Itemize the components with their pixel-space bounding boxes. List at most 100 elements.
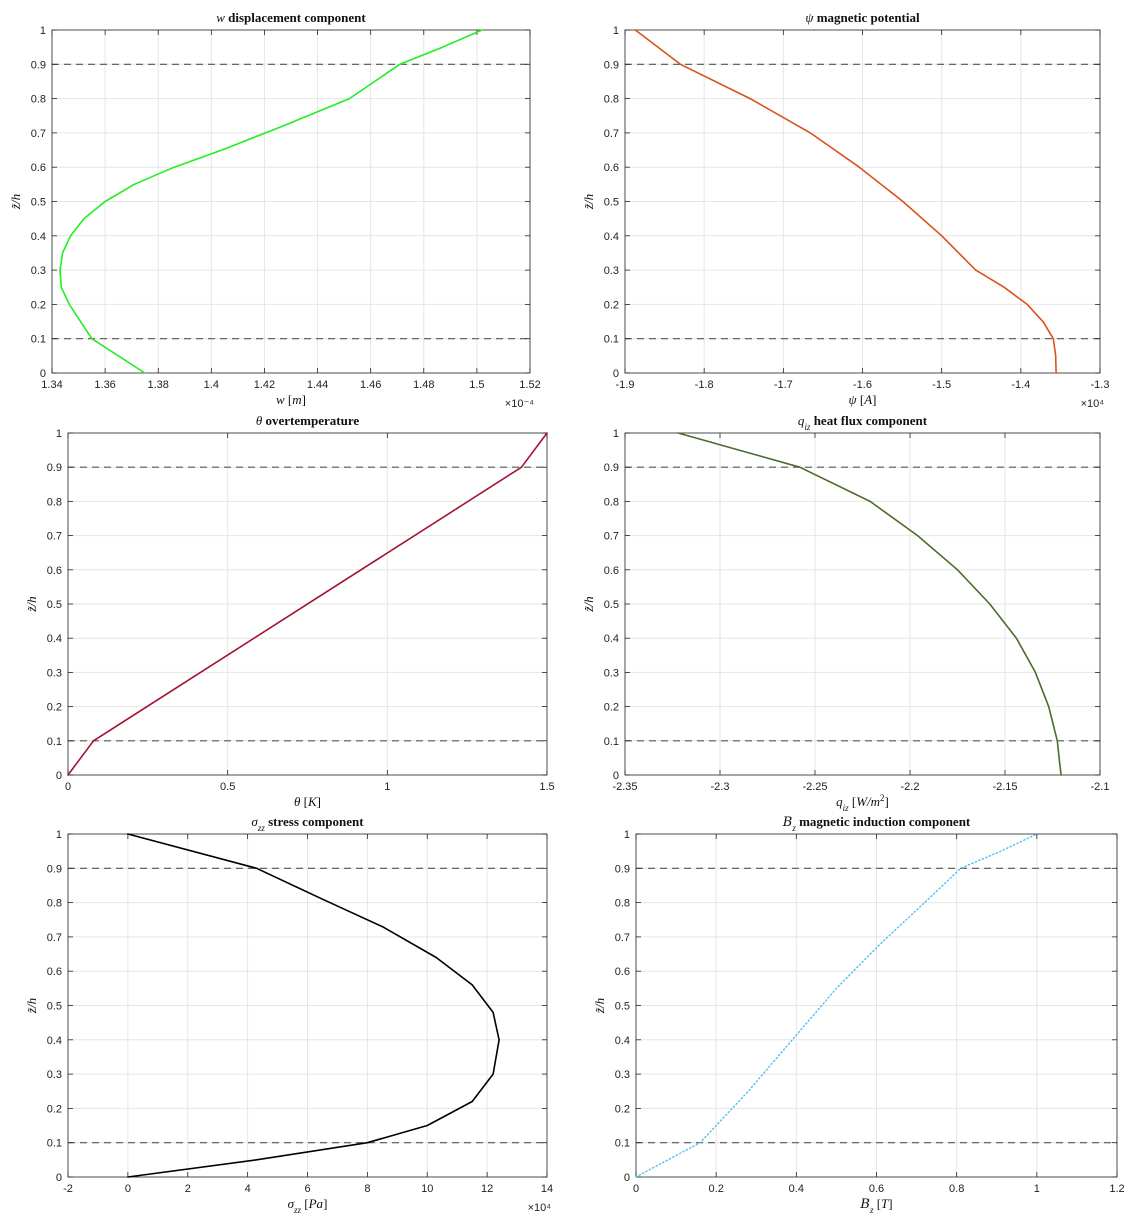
x-tick-label: 0.4 [789,1183,804,1195]
y-tick-label: 0 [613,770,619,782]
chart-title: Bz magnetic induction component [782,814,971,833]
series-line [634,29,1057,374]
x-tick-label: -1.7 [774,379,793,391]
y-tick-label: 0.2 [47,1103,62,1115]
x-tick-label: -2.35 [612,781,637,793]
series-line [59,29,484,374]
y-tick-label: 0.6 [604,565,619,577]
y-tick-label: 0.3 [604,667,619,679]
y-tick-label: 0.9 [47,863,62,875]
x-axis-label: θ [K] [294,794,321,809]
y-tick-label: 0 [40,368,46,380]
x-tick-label: 0 [633,1183,639,1195]
x-tick-label: 0 [65,781,71,793]
y-tick-label: 0.4 [604,633,619,645]
y-tick-label: 0.3 [47,667,62,679]
x-tick-label: 0.5 [220,781,235,793]
y-tick-label: 0.8 [47,496,62,508]
x-tick-label: 1 [1034,1183,1040,1195]
y-axis-label: z̃/h [8,194,23,210]
x-tick-label: 6 [304,1183,310,1195]
y-tick-label: 0.5 [604,197,619,209]
x-tick-label: -1.6 [853,379,872,391]
x-tick-label: -2.2 [901,781,920,793]
chart-title: ψ magnetic potential [805,10,920,25]
y-tick-label: 1 [56,428,62,440]
y-tick-label: 0 [56,1172,62,1184]
y-tick-label: 0.4 [47,1035,62,1047]
y-tick-label: 0.6 [47,565,62,577]
y-axis-label: z̃/h [581,194,596,210]
y-tick-label: 0.5 [31,197,46,209]
x-tick-label: 14 [541,1183,553,1195]
x-tick-label: 0.8 [949,1183,964,1195]
y-tick-label: 0.2 [604,299,619,311]
x-tick-label: 1.5 [539,781,554,793]
x-tick-label: -2.25 [802,781,827,793]
y-tick-label: 0.7 [604,128,619,140]
y-tick-label: 0.9 [604,59,619,71]
x-axis-label: qiz [W/m2] [836,793,889,813]
y-tick-label: 0.9 [615,863,630,875]
y-tick-label: 0.5 [47,599,62,611]
y-axis-label: z̃/h [24,596,39,612]
y-tick-label: 0 [624,1172,630,1184]
y-tick-label: 0.9 [47,462,62,474]
y-tick-label: 0.3 [604,265,619,277]
x-tick-label: 1.36 [94,379,115,391]
x-tick-label: 0 [125,1183,131,1195]
x-tick-label: 12 [481,1183,493,1195]
x-tick-label: -1.3 [1091,379,1110,391]
y-tick-label: 0.1 [47,736,62,748]
chart-title: w displacement component [216,10,366,25]
chart-panel-5: -2 0 2 4 6 8 10 12 1400.10.20.30.40.50.60.70.80.… [24,814,553,1215]
x-tick-label: 1.52 [519,379,540,391]
x-axis-multiplier: ×10⁴ [1081,398,1105,410]
y-axis-label: z̃/h [581,596,596,612]
x-tick-label: 1.2 [1109,1183,1124,1195]
y-tick-label: 0.1 [31,334,46,346]
chart-panel-3: 0 0.5 1 1.5 0 0.1 0.2 0.3 0.4 0.5 0.6 0.7 0.8 0.9 1 θ o… [24,413,555,809]
y-tick-label: 0.6 [31,162,46,174]
y-tick-label: 0.8 [615,898,630,910]
x-tick-label: 1 [384,781,390,793]
chart-panel-2: -1.9 -1.8 -1.7 -1.6 -1.5 -1.4 -1.3 0 0.1 0.2 0.3 0.… [581,10,1109,410]
y-tick-label: 0.7 [615,932,630,944]
y-tick-label: 0.3 [31,265,46,277]
y-tick-label: 0.2 [604,702,619,714]
y-tick-label: 0.7 [31,128,46,140]
y-tick-label: 1 [613,25,619,37]
x-axis-multiplier: ×10⁴ [528,1202,552,1214]
chart-panel-6: 0 0.2 0.4 0.6 0.8 1 1.2 0 0.1 0.2 0.3 0.4 0.5 0.6 0.7 0… [592,814,1125,1215]
x-tick-label: -2.15 [992,781,1017,793]
chart-title: σzz stress component [251,814,364,833]
y-tick-label: 0.6 [47,966,62,978]
y-axis-label: z̃/h [592,998,607,1014]
chart-panel-1: 1.34 1.36 1.38 1.4 1.42 1.44 1.46 1.48 1.5 1.52 0 0… [8,10,541,410]
y-tick-label: 0.1 [47,1138,62,1150]
x-tick-label: 1.34 [41,379,62,391]
x-tick-label: -2 [63,1183,73,1195]
y-tick-label: 0.1 [615,1138,630,1150]
series-line [677,432,1062,776]
y-tick-label: 1 [624,829,630,841]
x-tick-label: -2.3 [711,781,730,793]
x-axis-label: w [m] [276,392,306,407]
x-tick-label: -1.8 [695,379,714,391]
x-axis-multiplier: ×10⁻⁴ [505,398,534,410]
x-tick-label: 0.6 [869,1183,884,1195]
y-tick-label: 0.5 [604,599,619,611]
x-axis-label: σzz [Pa] [288,1196,328,1215]
y-tick-label: 1 [40,25,46,37]
y-tick-label: 0.2 [47,702,62,714]
x-tick-label: 1.5 [469,379,484,391]
y-tick-label: 0.1 [604,736,619,748]
y-tick-label: 0 [613,368,619,380]
x-tick-label: -1.4 [1011,379,1030,391]
x-tick-label: 10 [421,1183,433,1195]
y-tick-label: 0.5 [615,1001,630,1013]
y-tick-label: 0.8 [604,496,619,508]
x-axis-label: Bz [T] [859,1196,892,1215]
y-tick-label: 0.8 [31,94,46,106]
y-tick-label: 0.4 [604,231,619,243]
